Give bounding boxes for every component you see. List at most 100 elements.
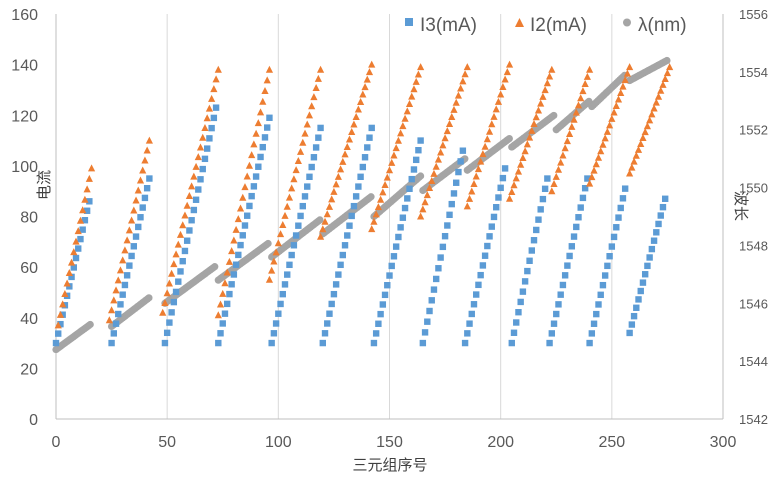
point-i3 [270,330,278,337]
y-axis-label: 电流 [35,170,53,200]
point-i2 [225,257,234,265]
point-i2 [443,127,451,135]
y2-tick-label: 1550 [739,181,768,196]
point-i3 [372,330,380,337]
point-i2 [568,122,576,130]
point-i2 [528,126,536,134]
point-i2 [405,99,414,107]
point-i3 [290,242,298,249]
point-i3 [604,262,611,270]
point-i3 [324,320,331,327]
point-i2 [199,133,207,141]
x-tick-label: 100 [265,434,292,451]
point-i3 [70,264,77,271]
point-i3 [535,216,542,223]
point-i3 [212,104,220,111]
point-i3 [412,156,420,164]
point-i3 [513,319,520,326]
x-tick-label: 300 [710,434,737,451]
point-i2 [557,158,565,166]
point-i3 [206,135,213,142]
point-i2 [419,205,427,213]
point-i3 [379,301,387,308]
point-i2 [581,79,589,87]
point-i2 [461,70,469,78]
point-i3 [128,252,135,260]
point-i2 [594,153,603,161]
point-i2 [270,257,278,265]
point-i2 [332,180,340,188]
point-i2 [379,188,387,196]
point-i2 [481,142,489,150]
point-i2 [439,141,447,149]
point-i2 [72,237,80,245]
point-i3 [52,339,60,347]
point-i2 [472,172,480,180]
point-i3 [573,223,580,231]
point-i3 [259,143,266,151]
y2-tick-label: 1552 [739,123,768,138]
point-i2 [185,192,193,200]
point-i2 [370,217,378,225]
point-i2 [423,191,431,199]
point-i3 [161,339,169,347]
point-i2 [634,145,643,153]
point-i2 [350,120,358,128]
point-i2 [316,232,325,240]
point-i3 [541,185,549,193]
point-i2 [577,94,585,102]
point-i2 [119,256,127,264]
y-tick-label: 60 [20,260,38,277]
point-i2 [619,82,627,90]
point-i3 [175,278,182,285]
point-i3 [457,158,464,165]
point-i2 [463,202,471,210]
point-i3 [464,330,471,337]
point-i2 [212,75,220,83]
point-i2 [657,86,665,94]
point-i3 [341,242,349,249]
point-i2 [492,105,500,113]
point-i2 [488,120,496,128]
point-i2 [430,169,438,177]
point-i2 [606,121,614,129]
point-i3 [246,202,253,210]
point-i2 [110,296,118,304]
point-i2 [637,139,645,147]
point-i2 [519,154,527,162]
x-tick-label: 0 [52,434,61,451]
legend-item-lambda: λ(nm) [623,15,687,36]
point-i3 [166,319,173,326]
point-i2 [363,75,371,83]
point-i3 [237,241,244,249]
point-i3 [615,214,622,221]
point-i2 [252,129,260,137]
point-i3 [495,194,502,201]
point-i2 [239,193,247,201]
y2-tick-label: 1546 [739,296,768,311]
point-lambda [550,111,558,120]
point-i3 [388,262,395,270]
point-i2 [305,111,314,119]
point-i2 [132,196,140,204]
point-i3 [339,251,347,259]
point-i2 [628,163,636,171]
series-i3 [52,104,669,347]
point-i2 [216,300,225,308]
legend-label-i2: I2(mA) [530,15,587,36]
point-i3 [201,155,209,163]
point-i2 [183,201,191,209]
point-i2 [352,113,360,121]
point-i2 [437,148,445,156]
point-i3 [526,257,533,264]
point-i3 [188,217,195,224]
point-i3 [183,237,191,244]
point-i3 [559,281,567,289]
point-i2 [345,135,354,143]
point-i3 [524,267,531,275]
point-i3 [208,124,215,132]
point-i3 [528,247,535,254]
point-i2 [401,114,409,122]
point-i2 [517,160,525,168]
point-i3 [441,232,449,240]
